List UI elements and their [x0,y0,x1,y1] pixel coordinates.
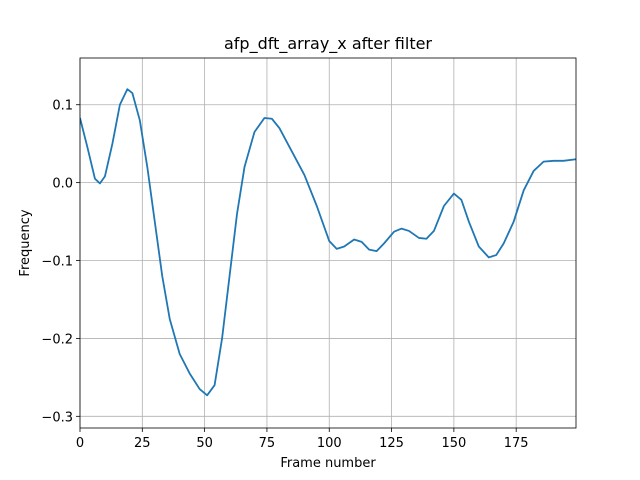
x-tick-label: 175 [504,436,529,451]
y-tick-label: −0.2 [41,332,73,347]
y-tick-label: −0.1 [41,255,73,270]
x-tick-label: 0 [76,436,84,451]
y-tick-label: −0.3 [41,410,73,425]
data-line [80,88,576,397]
x-tick-label: 75 [259,436,276,451]
x-axis-label: Frame number [280,456,376,471]
x-tick-label: 150 [441,436,466,451]
y-tick-label: 0.0 [52,177,73,192]
y-axis-label: Frequency [18,209,33,276]
x-tick-label: 125 [379,436,404,451]
chart-title: afp_dft_array_x after filter [224,34,432,54]
y-tick-label: 0.1 [52,99,73,114]
x-tick-label: 50 [196,436,213,451]
plot-frame [79,57,577,429]
x-tick-label: 25 [134,436,151,451]
x-tick-label: 100 [317,436,342,451]
